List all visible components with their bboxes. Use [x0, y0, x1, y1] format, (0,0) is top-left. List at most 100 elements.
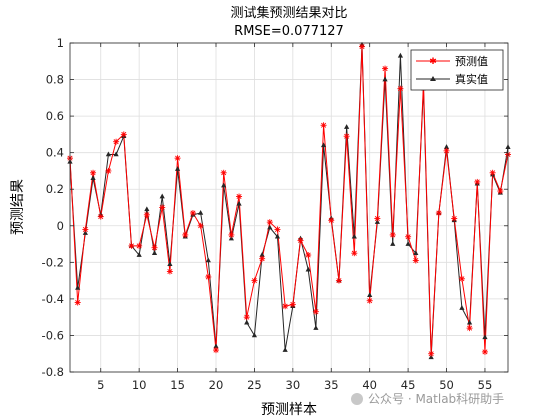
data-point-actual — [466, 319, 473, 325]
data-point-predicted — [412, 257, 419, 264]
data-point-actual — [374, 219, 380, 224]
star-stroke — [497, 188, 503, 194]
data-point-actual — [144, 206, 150, 212]
data-point-actual — [267, 224, 273, 230]
data-point-actual — [251, 332, 258, 338]
star-stroke — [182, 232, 188, 238]
data-point-actual — [167, 261, 173, 266]
star-stroke — [190, 210, 196, 216]
data-point-predicted — [90, 169, 97, 176]
x-tick-label: 40 — [362, 378, 377, 392]
star-stroke — [82, 226, 88, 232]
data-point-actual — [274, 233, 281, 239]
star-stroke — [405, 234, 411, 240]
x-tick-label: 10 — [132, 378, 147, 392]
data-point-predicted — [374, 215, 381, 222]
data-point-predicted — [120, 131, 127, 138]
y-tick-label: 0.2 — [46, 182, 64, 196]
data-point-predicted — [159, 204, 166, 211]
data-point-predicted — [443, 147, 450, 154]
data-point-predicted — [328, 217, 335, 224]
data-point-predicted — [405, 233, 412, 240]
legend-label-actual: 真实值 — [455, 72, 488, 86]
star-stroke — [359, 44, 365, 50]
data-point-predicted — [297, 237, 304, 244]
star-stroke — [121, 131, 127, 137]
data-point-predicted — [474, 178, 481, 185]
data-point-predicted — [259, 255, 266, 262]
star-stroke — [390, 232, 396, 238]
plot-area — [70, 43, 508, 372]
data-point-actual — [105, 151, 112, 157]
data-point-predicted — [174, 155, 181, 162]
chart-title: 测试集预测结果对比 — [230, 5, 347, 21]
star-stroke — [213, 347, 219, 353]
data-point-predicted — [312, 308, 319, 315]
data-point-actual — [428, 354, 434, 360]
star-stroke — [374, 215, 380, 221]
series-layer — [67, 41, 511, 360]
data-point-actual — [90, 175, 96, 181]
x-tick-label: 30 — [286, 378, 301, 392]
star-stroke — [128, 243, 134, 249]
data-point-predicted — [228, 231, 235, 238]
legend-marker-actual — [430, 76, 436, 81]
star-stroke — [444, 148, 450, 154]
data-point-actual — [413, 250, 419, 255]
y-tick-label: -0.4 — [42, 292, 64, 306]
data-point-predicted — [382, 65, 389, 72]
data-point-predicted — [182, 231, 189, 238]
data-point-actual — [305, 266, 311, 272]
data-point-predicted — [366, 297, 373, 304]
axis-ticks: 5 10 15 20 25 30 35 40 45 50 55 -0.8 -0.6 -0.4 -0.2 0 0.… — [42, 36, 508, 392]
data-point-predicted — [236, 193, 243, 200]
x-tick-label: 50 — [439, 378, 454, 392]
star-stroke — [451, 215, 457, 221]
data-point-predicted — [166, 268, 173, 275]
data-point-predicted — [389, 231, 396, 238]
data-point-actual — [320, 142, 327, 148]
star-stroke — [159, 204, 165, 211]
data-point-actual — [397, 52, 404, 58]
star-stroke — [436, 210, 442, 216]
star-stroke — [267, 219, 273, 225]
star-stroke — [459, 276, 465, 282]
data-point-predicted — [428, 350, 435, 357]
star-stroke — [336, 278, 342, 284]
data-point-actual — [244, 319, 250, 325]
data-point-predicted — [151, 244, 158, 251]
y-tick-label: -0.6 — [42, 328, 64, 342]
data-point-predicted — [289, 301, 296, 308]
data-point-predicted — [397, 85, 404, 92]
data-point-predicted — [305, 252, 312, 259]
star-stroke — [490, 170, 496, 176]
data-point-actual — [443, 144, 450, 149]
star-stroke — [205, 274, 211, 280]
data-point-predicted — [82, 226, 89, 233]
data-point-predicted — [435, 209, 442, 216]
data-point-actual — [136, 252, 142, 257]
chart-subtitle: RMSE=0.077127 — [234, 24, 344, 39]
data-point-actual — [198, 209, 204, 215]
data-point-actual — [205, 257, 211, 263]
star-stroke — [90, 170, 96, 176]
data-point-predicted — [189, 209, 196, 216]
star-stroke — [175, 155, 181, 161]
data-point-predicted — [451, 215, 458, 222]
star-stroke — [290, 301, 296, 307]
data-point-predicted — [274, 226, 281, 233]
star-stroke — [467, 325, 473, 331]
star-stroke — [113, 139, 119, 145]
data-point-predicted — [481, 348, 488, 355]
data-point-actual — [228, 235, 234, 241]
legend-label-predicted: 预测值 — [455, 55, 488, 68]
star-stroke — [474, 179, 480, 185]
star-stroke — [221, 170, 227, 176]
data-point-actual — [236, 200, 242, 206]
data-point-actual — [113, 151, 119, 157]
data-point-actual — [151, 250, 158, 255]
star-stroke — [344, 133, 350, 139]
star-stroke — [259, 256, 265, 262]
y-axis-label: 预测结果 — [10, 179, 26, 235]
data-point-predicted — [251, 277, 258, 284]
